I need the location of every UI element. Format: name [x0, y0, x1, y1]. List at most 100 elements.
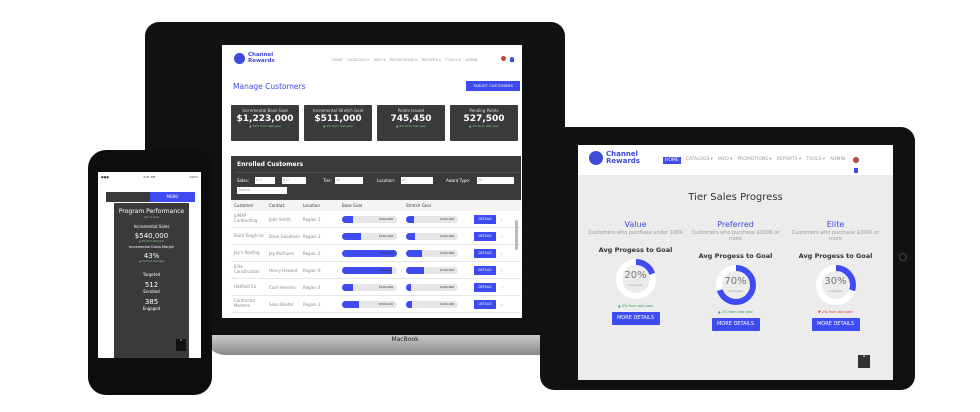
- scroll-top-button[interactable]: ⌃: [176, 339, 186, 351]
- more-details-button[interactable]: MORE DETAILS: [611, 312, 660, 325]
- status-battery: 100%: [189, 175, 198, 179]
- program-performance-card: Program Performance Year to Date Increme…: [114, 203, 189, 358]
- expand-icon[interactable]: ›: [501, 301, 503, 307]
- nav-item[interactable]: HOME: [332, 58, 343, 62]
- location: Region 1: [303, 233, 321, 239]
- nav-item[interactable]: ADMIN: [465, 58, 478, 62]
- stretch-goal-fill: [406, 250, 422, 257]
- sales-label: Incremental Sales: [133, 223, 170, 229]
- margin-value: 43%: [143, 251, 160, 260]
- kpi-trend: ▲ 12% from last year: [249, 124, 281, 128]
- language-selector[interactable]: [106, 192, 150, 202]
- stretch-goal-progress: [406, 301, 458, 308]
- base-goal-fill: [342, 301, 359, 308]
- complete-label: Complete: [728, 289, 743, 293]
- targeted-value: 512: [144, 280, 159, 289]
- expand-icon[interactable]: ›: [501, 284, 503, 290]
- stretch-goal-progress: [406, 233, 458, 240]
- nav-item[interactable]: INFO ▾: [373, 58, 386, 62]
- donut-fill: [815, 265, 856, 305]
- nav-item[interactable]: REPORTS ▾: [776, 157, 802, 162]
- stretch-goal-amount: $200,000: [440, 251, 455, 255]
- flag-icon[interactable]: [853, 157, 859, 163]
- details-button[interactable]: DETAILS: [474, 232, 496, 241]
- stretch-goal-progress: [406, 284, 458, 291]
- tier-select[interactable]: All: [335, 177, 363, 184]
- logo[interactable]: Channel Rewards: [589, 151, 640, 165]
- percent-label: 20%: [624, 270, 647, 281]
- customer-name: JoMAP Contracting: [234, 213, 258, 223]
- nav-item[interactable]: ADMIN: [830, 157, 846, 162]
- details-button[interactable]: DETAILS: [474, 249, 496, 258]
- home-button: [899, 253, 907, 261]
- expand-icon[interactable]: ›: [501, 216, 503, 222]
- base-goal-fill: [342, 233, 362, 240]
- logo[interactable]: Channel Rewards: [234, 52, 275, 64]
- nav-item[interactable]: REPORTS ▾: [421, 58, 441, 62]
- customers-table: Customer Contact Location Base Goal Stretch …: [231, 200, 521, 318]
- tier-label: Tier:: [323, 178, 332, 183]
- search-input[interactable]: Search: [237, 187, 287, 194]
- user-icon[interactable]: [854, 168, 858, 173]
- user-icon[interactable]: [510, 57, 514, 62]
- expand-icon[interactable]: ›: [501, 250, 503, 256]
- stretch-goal-progress: [406, 250, 458, 257]
- stretch-goal-progress: [406, 267, 458, 274]
- kpi-card: Incremental Stretch Goal $511,000 ▲ 4% fro…: [304, 105, 372, 141]
- contact-name: Jay Michaels: [269, 250, 294, 256]
- nav-item[interactable]: CATALOGS ▾: [347, 58, 369, 62]
- card-title: Program Performance: [118, 208, 185, 215]
- table-row: Elite Construction Henry Howard Region 9 $8…: [231, 262, 521, 279]
- column-header[interactable]: Contact: [269, 203, 285, 208]
- stretch-goal-amount: $200,000: [440, 234, 455, 238]
- expand-icon[interactable]: ›: [501, 267, 503, 273]
- progress-donut: 30% Complete: [815, 264, 857, 306]
- column-header[interactable]: Stretch Goal: [406, 203, 431, 208]
- stretch-goal-amount: $200,000: [440, 302, 455, 306]
- progress-donut: 70% Complete: [715, 264, 757, 306]
- target-customers-button[interactable]: TARGET CUSTOMERS: [466, 81, 520, 91]
- device-label: MacBook: [391, 336, 419, 343]
- enrolled-filter-panel: Enrolled Customers Sales: $ 0 $ 0 Tier: …: [231, 156, 521, 200]
- kpi-label: Incremental Stretch Goal: [312, 108, 364, 113]
- base-goal-amount: $500,000: [379, 251, 394, 255]
- stretch-goal-progress: [406, 216, 458, 223]
- nav-item[interactable]: INFO ▾: [717, 157, 733, 162]
- nav-item[interactable]: TOOLS ▾: [445, 58, 461, 62]
- base-goal-progress: [342, 301, 397, 308]
- tier-card: Preferred Customers who purchase $100K or…: [688, 220, 783, 331]
- base-goal-amount: $500,000: [379, 217, 394, 221]
- sales-min-input[interactable]: $ 0: [255, 177, 275, 184]
- margin-trend: ▲ 3% from last year: [139, 259, 164, 263]
- nav-item[interactable]: TOOLS ▾: [806, 157, 826, 162]
- table-scrollbar[interactable]: [515, 220, 518, 250]
- column-header[interactable]: Customer: [234, 203, 254, 208]
- more-details-button[interactable]: MORE DETAILS: [811, 318, 860, 331]
- scroll-top-button[interactable]: ⌃: [858, 355, 870, 368]
- details-button[interactable]: DETAILS: [474, 215, 496, 224]
- column-header[interactable]: Location: [303, 203, 320, 208]
- location-select[interactable]: All: [401, 177, 433, 184]
- nav-item[interactable]: HOME: [663, 157, 681, 164]
- laptop-screen: Channel Rewards HOME CATALOGS ▾ INFO ▾ PROMO…: [222, 45, 522, 318]
- menu-button[interactable]: MENU: [150, 192, 195, 202]
- base-goal-progress: [342, 233, 397, 240]
- nav-item[interactable]: PROMOTIONS ▾: [390, 58, 417, 62]
- award-type-select[interactable]: All: [477, 177, 514, 184]
- phone-screen: ●●● 4:21 PM 100% MENU Program Performanc…: [98, 172, 201, 358]
- nav-item[interactable]: CATALOGS ▾: [685, 157, 713, 162]
- stretch-goal-amount: $200,000: [440, 217, 455, 221]
- details-button[interactable]: DETAILS: [474, 300, 496, 309]
- more-details-button[interactable]: MORE DETAILS: [711, 318, 760, 331]
- kpi-card: Points Issued 745,450 ▲ 8% from last year: [377, 105, 445, 141]
- details-button[interactable]: DETAILS: [474, 266, 496, 275]
- expand-icon[interactable]: ›: [501, 233, 503, 239]
- flag-icon[interactable]: [501, 56, 506, 61]
- details-button[interactable]: DETAILS: [474, 283, 496, 292]
- column-header[interactable]: Base Goal: [342, 203, 363, 208]
- customer-name: Contractor Masters: [234, 298, 256, 308]
- sales-max-input[interactable]: $ 0: [282, 177, 306, 184]
- nav-item[interactable]: PROMOTIONS ▾: [737, 157, 772, 162]
- contact-name: John Smith: [269, 216, 291, 222]
- kpi-label: Points Issued: [397, 108, 425, 113]
